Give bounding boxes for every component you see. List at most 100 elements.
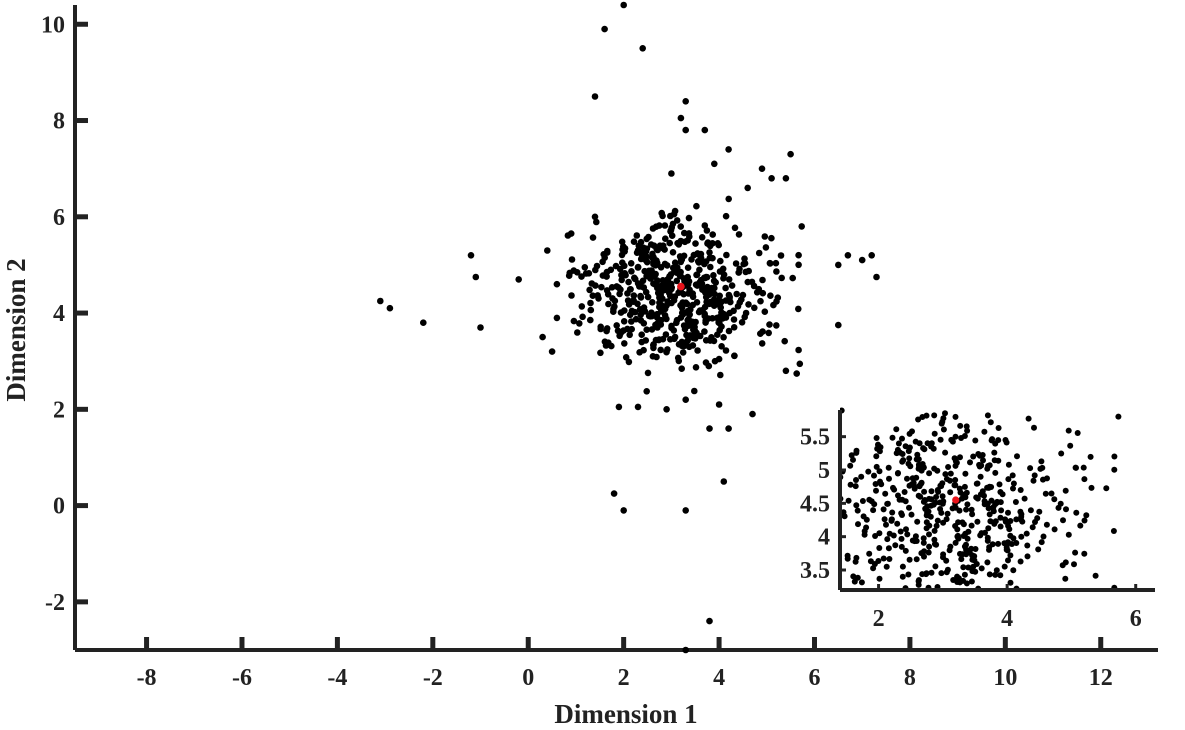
data-point <box>725 146 732 153</box>
inset-data-point <box>1005 509 1011 516</box>
inset-data-point <box>915 581 922 588</box>
data-point <box>608 284 616 291</box>
inset-data-point <box>1017 558 1024 565</box>
data-point <box>616 290 623 298</box>
data-point <box>706 617 713 625</box>
data-point <box>722 347 730 354</box>
data-point <box>420 319 427 327</box>
data-point <box>658 209 665 217</box>
inset-data-point <box>886 475 892 482</box>
inset-data-point <box>1005 461 1012 468</box>
data-point <box>591 93 599 100</box>
data-point <box>684 281 692 288</box>
y-tick-label: 6 <box>53 205 65 231</box>
data-point <box>593 218 600 226</box>
data-point <box>768 175 775 182</box>
data-point <box>697 250 705 258</box>
inset-data-point <box>988 497 995 504</box>
inset-data-point <box>1035 546 1042 553</box>
inset-data-point <box>878 481 885 488</box>
inset-data-point <box>1031 424 1037 431</box>
data-point <box>685 214 693 222</box>
inset-data-point <box>969 556 976 563</box>
data-point <box>711 160 718 168</box>
data-point <box>686 233 693 240</box>
inset-data-point <box>1007 579 1014 586</box>
inset-data-point <box>926 531 932 538</box>
data-point <box>663 302 670 309</box>
data-point <box>570 267 578 274</box>
data-point <box>636 349 643 356</box>
data-point <box>644 369 652 377</box>
data-point <box>701 303 709 311</box>
data-point <box>579 313 586 321</box>
data-point <box>723 251 730 259</box>
data-point <box>778 274 785 282</box>
inset-data-point <box>920 464 927 471</box>
x-tick-label: 4 <box>713 665 725 691</box>
inset-data-point <box>1013 516 1020 523</box>
inset-data-point <box>927 513 934 520</box>
data-point <box>835 321 842 329</box>
data-point <box>709 231 716 238</box>
inset-data-point <box>974 518 981 525</box>
data-point <box>693 271 700 279</box>
data-point <box>685 290 692 297</box>
inset-data-point <box>940 426 947 433</box>
data-point <box>648 326 656 333</box>
data-point <box>716 319 723 327</box>
data-point <box>586 286 593 294</box>
inset-data-point <box>859 498 866 504</box>
data-point <box>653 314 661 321</box>
data-point <box>588 280 596 287</box>
data-point <box>693 202 700 210</box>
data-point <box>649 353 657 360</box>
data-point <box>587 299 594 307</box>
data-point <box>844 252 852 259</box>
inset-data-point <box>1021 495 1028 502</box>
inset-data-point <box>876 530 883 537</box>
data-point <box>715 401 723 408</box>
data-point <box>659 244 666 252</box>
inset-data-point <box>984 559 991 566</box>
inset-data-point <box>1063 506 1069 513</box>
inset-data-point <box>1007 552 1014 559</box>
data-point <box>696 258 704 266</box>
inset-data-point <box>937 499 943 506</box>
inset-data-point <box>853 449 860 456</box>
inset-data-point <box>973 480 980 487</box>
data-point <box>570 317 578 325</box>
inset-data-point <box>1060 517 1066 524</box>
inset-data-point <box>932 563 939 570</box>
inset-data-point <box>1024 542 1031 549</box>
data-point <box>761 233 769 240</box>
inset-data-point <box>946 547 953 554</box>
data-point <box>690 326 697 334</box>
data-point <box>738 319 746 326</box>
inset-data-point <box>977 473 984 480</box>
inset-data-point <box>974 495 981 502</box>
inset-data-point <box>995 540 1002 547</box>
inset-data-point <box>931 465 938 472</box>
data-point <box>601 25 608 33</box>
data-point <box>666 239 673 247</box>
inset-data-point <box>943 516 950 523</box>
data-point <box>755 249 763 257</box>
inset-data-point <box>923 525 930 532</box>
inset-data-point <box>884 500 891 507</box>
data-point <box>673 217 681 224</box>
data-point <box>782 367 790 375</box>
data-point <box>653 245 660 253</box>
inset-data-point <box>906 455 913 462</box>
inset-data-point <box>894 520 901 527</box>
data-point <box>649 225 657 232</box>
data-point <box>656 303 663 311</box>
inset-data-point <box>841 513 848 520</box>
data-point <box>705 289 712 296</box>
data-point <box>681 229 688 237</box>
inset-data-point <box>931 536 938 543</box>
inset-data-point <box>933 541 940 548</box>
inset-data-point <box>851 578 858 585</box>
data-point <box>615 403 623 411</box>
data-point <box>681 325 689 333</box>
